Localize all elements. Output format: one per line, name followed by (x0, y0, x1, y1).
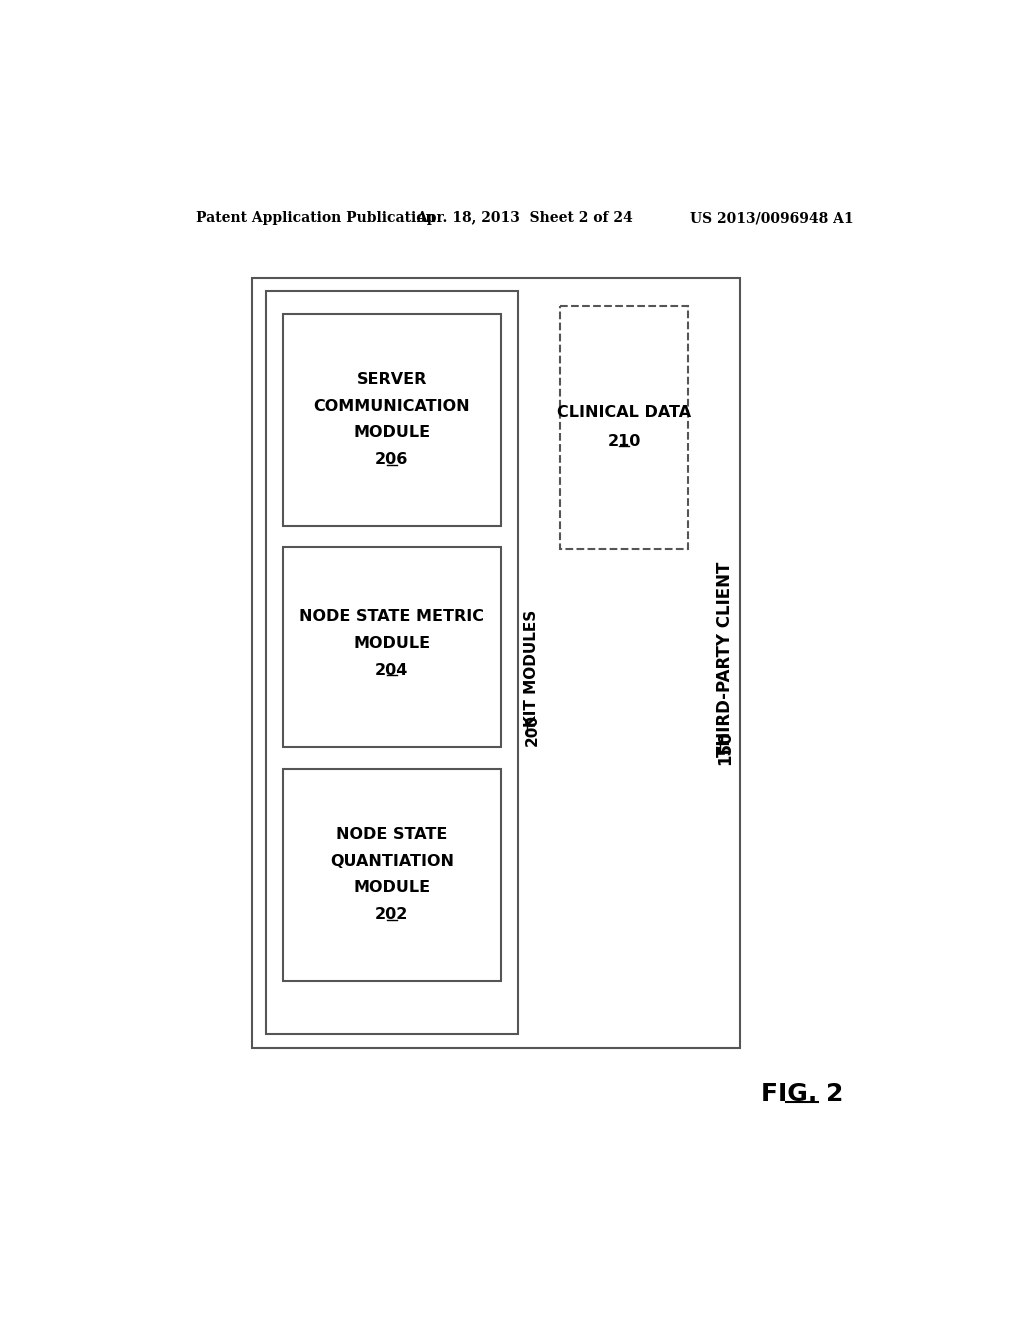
Text: 210: 210 (607, 434, 641, 449)
Text: 150: 150 (716, 730, 734, 764)
Bar (252, 277, 740, 1048)
Bar (283, 548, 501, 747)
Text: Patent Application Publication: Patent Application Publication (197, 211, 436, 226)
Bar (283, 770, 501, 981)
Text: THIRD-PARTY CLIENT: THIRD-PARTY CLIENT (716, 561, 734, 756)
Text: US 2013/0096948 A1: US 2013/0096948 A1 (690, 211, 853, 226)
Text: 202: 202 (375, 907, 409, 923)
Text: CLINICAL DATA: CLINICAL DATA (557, 405, 691, 420)
Bar (560, 306, 688, 549)
Text: MODULE: MODULE (353, 880, 430, 895)
Text: NODE STATE METRIC: NODE STATE METRIC (299, 609, 484, 624)
Text: MODULE: MODULE (353, 425, 430, 441)
Text: NODE STATE: NODE STATE (336, 828, 447, 842)
Text: MODULE: MODULE (353, 636, 430, 651)
Bar (283, 314, 501, 525)
Text: KIT MODULES: KIT MODULES (524, 610, 540, 727)
Text: 200: 200 (524, 714, 540, 746)
Text: SERVER: SERVER (356, 372, 427, 387)
Text: COMMUNICATION: COMMUNICATION (313, 399, 470, 414)
Text: FIG. 2: FIG. 2 (761, 1082, 844, 1106)
Text: QUANTIATION: QUANTIATION (330, 854, 454, 870)
Text: 206: 206 (375, 453, 409, 467)
Text: Apr. 18, 2013  Sheet 2 of 24: Apr. 18, 2013 Sheet 2 of 24 (417, 211, 633, 226)
Bar (266, 290, 518, 1034)
Text: 204: 204 (375, 663, 409, 678)
